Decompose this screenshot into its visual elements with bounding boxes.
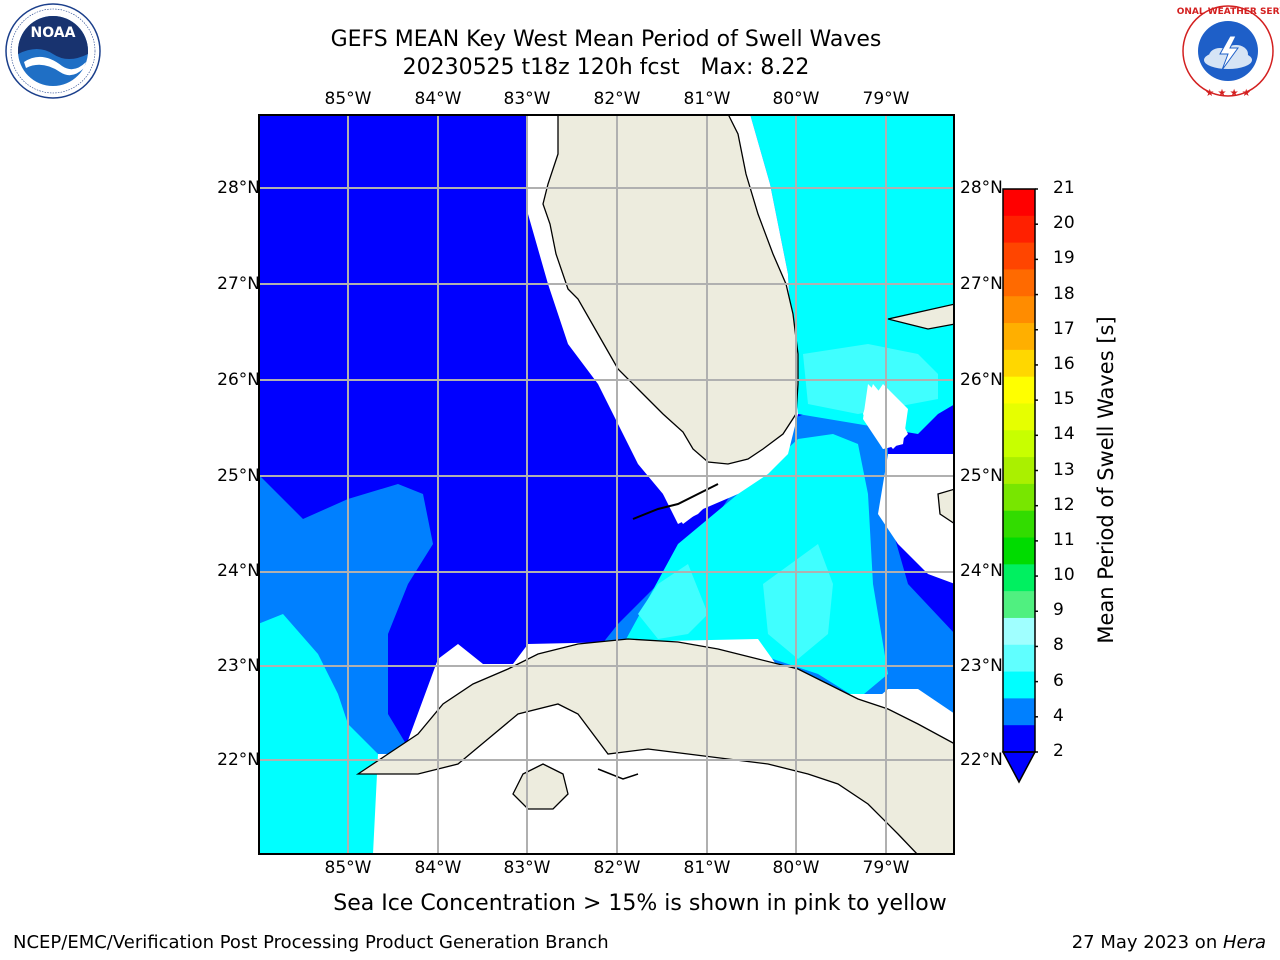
- colorbar-swatch: [1003, 671, 1035, 699]
- lon-label-top-81w: 81°W: [683, 89, 731, 109]
- colorbar-tick-label: 9: [1053, 600, 1064, 621]
- map-title: GEFS MEAN Key West Mean Period of Swell …: [330, 27, 882, 52]
- lat-label-left-24n: 24°N: [217, 561, 260, 581]
- map-panel: [258, 114, 955, 855]
- colorbar-swatch: [1003, 242, 1035, 270]
- colorbar-swatch: [1003, 483, 1035, 512]
- colorbar-tick-label: 18: [1053, 283, 1075, 304]
- footer-left-credit: NCEP/EMC/Verification Post Processing Pr…: [13, 932, 609, 953]
- land-bahamas: [887, 303, 955, 330]
- lat-label-right-24n: 24°N: [960, 561, 1003, 581]
- lat-label-left-28n: 28°N: [217, 178, 260, 198]
- lon-label-bottom-82w: 82°W: [593, 858, 641, 878]
- colorbar: [1001, 188, 1038, 784]
- swell-band-6-8-southwest: [258, 614, 388, 855]
- lon-label-top-85w: 85°W: [324, 89, 372, 109]
- lat-label-right-27n: 27°N: [960, 274, 1003, 294]
- lat-label-right-23n: 23°N: [960, 656, 1003, 676]
- colorbar-tick-label: 13: [1053, 459, 1075, 480]
- colorbar-swatch: [1003, 189, 1035, 217]
- colorbar-swatches: [1003, 189, 1035, 753]
- colorbar-title: Mean Period of Swell Waves [s]: [1094, 316, 1118, 644]
- colorbar-tick-label: 12: [1053, 494, 1075, 515]
- colorbar-swatch: [1003, 644, 1035, 673]
- colorbar-tick-label: 20: [1053, 213, 1075, 234]
- colorbar-swatch: [1003, 430, 1035, 458]
- lon-label-bottom-79w: 79°W: [862, 858, 910, 878]
- colorbar-tick-label: 4: [1053, 705, 1064, 726]
- map-gridlines: [258, 114, 955, 855]
- lat-label-left-25n: 25°N: [217, 466, 260, 486]
- footer-date: 27 May 2023 on Hera: [1072, 932, 1266, 953]
- land-florida-keys: [632, 483, 719, 520]
- lat-label-left-27n: 27°N: [217, 274, 260, 294]
- colorbar-swatch: [1003, 698, 1035, 726]
- swell-band-8-9-straits: [638, 564, 708, 639]
- lon-label-top-79w: 79°W: [862, 89, 910, 109]
- lon-label-bottom-85w: 85°W: [324, 858, 372, 878]
- colorbar-tick-label: 16: [1053, 353, 1075, 374]
- colorbar-tick-label: 2: [1053, 741, 1064, 761]
- lon-label-top-83w: 83°W: [503, 89, 551, 109]
- lat-label-left-26n: 26°N: [217, 370, 260, 390]
- lat-label-left-22n: 22°N: [217, 750, 260, 770]
- lat-label-right-22n: 22°N: [960, 750, 1003, 770]
- noaa-logo-text: NOAA: [31, 25, 76, 41]
- lon-label-bottom-84w: 84°W: [414, 858, 462, 878]
- colorbar-swatch: [1003, 296, 1035, 324]
- colorbar-tick-label: 8: [1053, 635, 1064, 656]
- colorbar-tick-label: 14: [1053, 424, 1075, 445]
- colorbar-tick-label: 10: [1053, 565, 1075, 586]
- nws-logo-text: NATIONAL WEATHER SERVICE: [1176, 7, 1280, 17]
- lon-label-top-84w: 84°W: [414, 89, 462, 109]
- map-subtitle: 20230525 t18z 120h fcst Max: 8.22: [402, 55, 810, 80]
- colorbar-swatch: [1003, 376, 1035, 404]
- colorbar-swatch: [1003, 349, 1035, 378]
- colorbar-swatch: [1003, 617, 1035, 646]
- colorbar-swatch: [1003, 537, 1035, 565]
- land-cuba: [355, 638, 955, 855]
- nws-logo: NATIONAL WEATHER SERVICE ★ ★ ★ ★: [1176, 5, 1280, 99]
- colorbar-extend-arrow: [1001, 751, 1037, 784]
- colorbar-swatch: [1003, 725, 1035, 753]
- footer-host: Hera: [1222, 932, 1266, 953]
- colorbar-swatch: [1003, 457, 1035, 485]
- colorbar-swatch: [1003, 269, 1035, 297]
- svg-text:★ ★ ★ ★: ★ ★ ★ ★: [1205, 88, 1250, 99]
- colorbar-tick-label: 6: [1053, 670, 1064, 691]
- land-florida: [542, 114, 799, 465]
- colorbar-swatch: [1003, 564, 1035, 592]
- colorbar-tick-label: 17: [1053, 318, 1075, 339]
- lon-label-bottom-83w: 83°W: [503, 858, 551, 878]
- noaa-logo: NOAA: [5, 3, 101, 99]
- colorbar-swatch: [1003, 215, 1035, 244]
- colorbar-tick-label: 21: [1053, 178, 1075, 198]
- lon-label-bottom-81w: 81°W: [683, 858, 731, 878]
- footer-date-text: 27 May 2023 on: [1071, 932, 1223, 953]
- lat-label-right-26n: 26°N: [960, 370, 1003, 390]
- lon-label-top-82w: 82°W: [593, 89, 641, 109]
- lat-label-right-28n: 28°N: [960, 178, 1003, 198]
- lon-label-top-80w: 80°W: [772, 89, 820, 109]
- colorbar-swatch: [1003, 591, 1035, 619]
- colorbar-tick-label: 19: [1053, 248, 1075, 269]
- colorbar-tick-label: 11: [1053, 529, 1075, 550]
- lat-label-left-23n: 23°N: [217, 656, 260, 676]
- colorbar-swatch: [1003, 403, 1035, 431]
- colorbar-swatch: [1003, 323, 1035, 351]
- map-frame: [258, 114, 955, 855]
- colorbar-tick-label: 15: [1053, 389, 1075, 410]
- colorbar-swatch: [1003, 510, 1035, 539]
- lon-label-bottom-80w: 80°W: [772, 858, 820, 878]
- sea-ice-note: Sea Ice Concentration > 15% is shown in …: [333, 891, 947, 916]
- lat-label-right-25n: 25°N: [960, 466, 1003, 486]
